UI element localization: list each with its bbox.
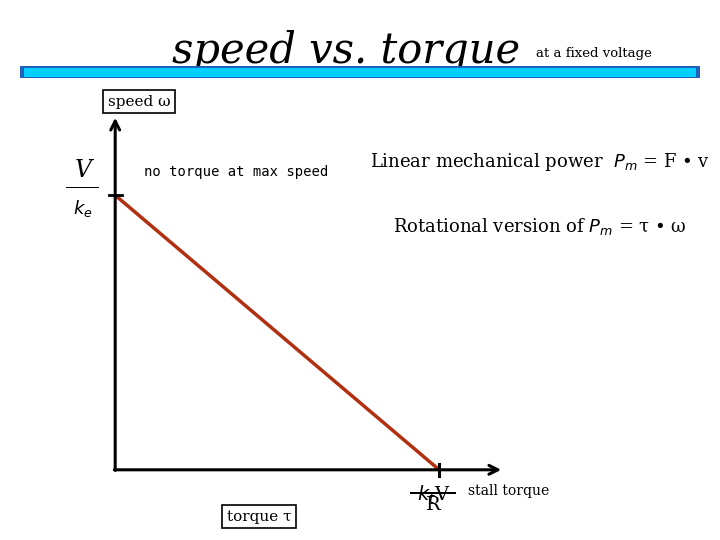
Text: V: V — [74, 159, 91, 182]
Text: no torque at max speed: no torque at max speed — [144, 165, 328, 179]
Text: speed vs. torque: speed vs. torque — [171, 30, 520, 72]
Text: $k_e$: $k_e$ — [73, 198, 93, 219]
Text: speed ω: speed ω — [108, 94, 171, 109]
Text: Linear mechanical power  $P_m$ = F • v: Linear mechanical power $P_m$ = F • v — [370, 151, 710, 173]
Text: $k_t$V: $k_t$V — [417, 483, 450, 505]
Text: R: R — [426, 496, 441, 514]
Text: torque τ: torque τ — [227, 510, 292, 524]
Text: stall torque: stall torque — [468, 484, 549, 498]
Text: Rotational version of $P_m$ = τ • ω: Rotational version of $P_m$ = τ • ω — [393, 217, 687, 237]
Text: at a fixed voltage: at a fixed voltage — [536, 47, 652, 60]
